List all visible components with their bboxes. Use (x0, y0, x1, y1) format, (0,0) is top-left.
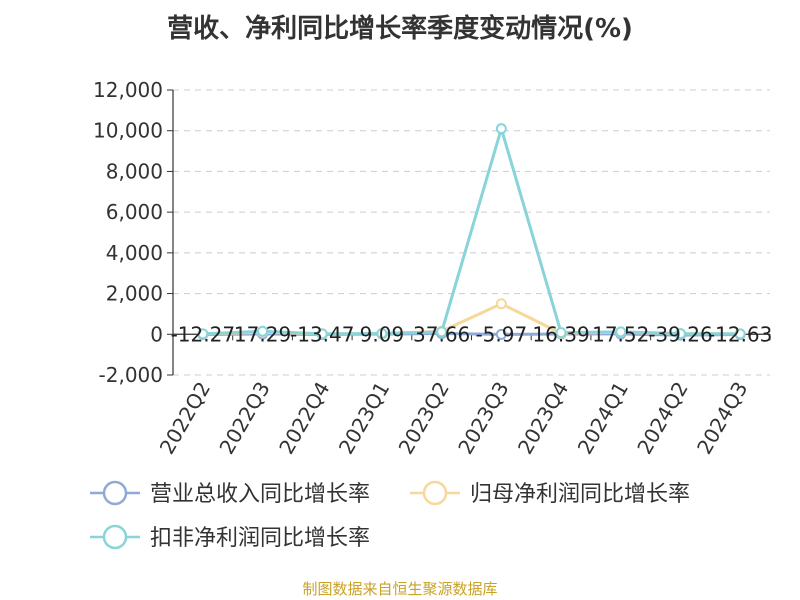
data-point (257, 325, 269, 337)
x-tick-label: 2022Q2 (155, 378, 215, 459)
data-point (495, 123, 507, 135)
data-label: 17.52 (592, 322, 649, 346)
data-point (436, 326, 448, 338)
data-label: -12.27 (171, 322, 235, 346)
y-tick-label: 6,000 (106, 200, 163, 224)
data-label: 37.66 (413, 322, 470, 346)
chart-title: 营收、净利同比增长率季度变动情况(%) (167, 14, 633, 44)
y-tick-label: 12,000 (93, 78, 163, 102)
data-label: 16.39 (532, 322, 589, 346)
data-label: -12.63 (708, 322, 772, 346)
y-tick-label: 2,000 (106, 282, 163, 306)
legend-label: 归母净利润同比增长率 (470, 482, 690, 507)
data-point (376, 327, 388, 339)
x-tick-label: 2022Q4 (274, 378, 334, 459)
x-tick-label: 2023Q2 (394, 378, 454, 459)
data-point (615, 326, 627, 338)
legend-marker-icon (422, 480, 448, 506)
y-tick-label: 4,000 (106, 241, 163, 265)
series-line (202, 123, 741, 336)
data-label: -39.26 (648, 322, 712, 346)
data-point (555, 327, 567, 339)
y-tick-label: -2,000 (99, 363, 163, 387)
legend-marker-icon (102, 524, 128, 550)
legend-label: 营业总收入同比增长率 (150, 482, 370, 507)
data-point (674, 328, 686, 340)
data-label: -13.47 (290, 322, 354, 346)
data-label: 9.09 (360, 322, 405, 346)
x-tick-label: 2023Q4 (513, 378, 573, 459)
legend-label: 扣非净利润同比增长率 (150, 526, 370, 551)
x-tick-label: 2024Q2 (632, 378, 692, 459)
y-tick-label: 8,000 (106, 159, 163, 183)
x-tick-label: 2022Q3 (214, 378, 274, 459)
data-label: 17.29 (234, 322, 291, 346)
data-point (495, 328, 507, 340)
x-tick-label: 2023Q1 (334, 378, 394, 459)
y-tick-label: 0 (150, 322, 163, 346)
legend-marker-icon (102, 480, 128, 506)
data-point (734, 328, 746, 340)
x-tick-label: 2024Q1 (573, 378, 633, 459)
data-point (495, 298, 507, 310)
y-tick-label: 10,000 (93, 119, 163, 143)
x-tick-label: 2024Q3 (692, 378, 752, 459)
data-point (316, 328, 328, 340)
source-note: 制图数据来自恒生聚源数据库 (302, 580, 498, 598)
data-point (197, 328, 209, 340)
x-tick-label: 2023Q3 (453, 377, 513, 458)
data-label: -5.97 (475, 322, 527, 346)
